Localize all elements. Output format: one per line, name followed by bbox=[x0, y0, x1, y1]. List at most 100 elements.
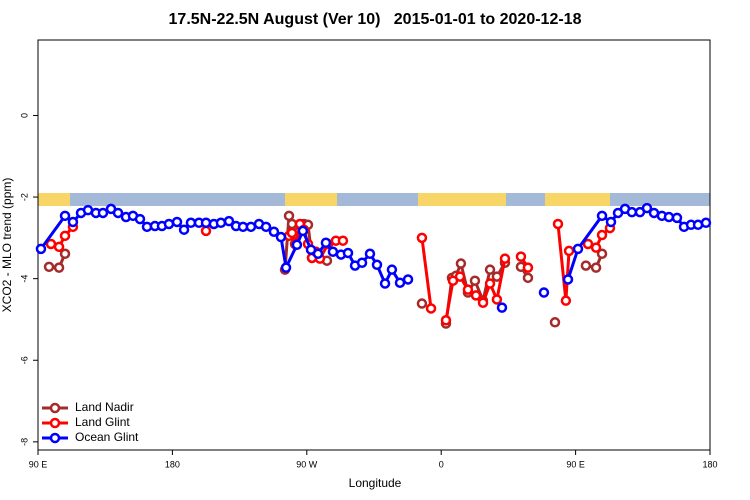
data-point bbox=[596, 229, 608, 241]
data-point bbox=[53, 262, 65, 273]
x-tick-label: 90 E bbox=[29, 459, 48, 469]
data-point bbox=[320, 237, 332, 249]
data-point bbox=[402, 274, 414, 285]
ocean-band bbox=[38, 193, 710, 206]
data-point bbox=[562, 274, 574, 285]
data-point bbox=[522, 262, 534, 273]
data-point bbox=[275, 231, 287, 243]
data-point bbox=[580, 260, 592, 271]
legend-label: Ocean Glint bbox=[75, 430, 139, 444]
data-point bbox=[327, 246, 339, 257]
x-tick-label: 180 bbox=[165, 459, 180, 469]
data-point bbox=[590, 242, 602, 253]
data-point bbox=[572, 243, 584, 255]
x-tick-label: 180 bbox=[702, 459, 717, 469]
data-point bbox=[386, 264, 398, 275]
land-band bbox=[285, 193, 337, 206]
data-point bbox=[291, 239, 303, 251]
legend-marker bbox=[49, 402, 61, 414]
data-point bbox=[582, 238, 594, 250]
data-point bbox=[499, 253, 511, 264]
data-point bbox=[280, 262, 292, 273]
data-point bbox=[671, 212, 683, 224]
data-point bbox=[59, 230, 71, 242]
data-point bbox=[163, 218, 175, 230]
data-point bbox=[416, 298, 428, 309]
data-point bbox=[185, 217, 197, 229]
y-tick-label: -8 bbox=[19, 438, 29, 446]
data-point bbox=[522, 272, 534, 284]
land-band bbox=[38, 193, 70, 206]
data-point bbox=[371, 259, 383, 271]
chart-title: 17.5N-22.5N August (Ver 10) 2015-01-01 t… bbox=[169, 11, 582, 28]
data-point bbox=[260, 221, 272, 233]
data-point bbox=[496, 302, 508, 313]
data-point bbox=[97, 207, 109, 219]
data-point bbox=[356, 257, 368, 268]
data-point bbox=[477, 297, 489, 308]
x-tick-label: 0 bbox=[439, 459, 444, 469]
y-tick-label: 0 bbox=[19, 113, 29, 118]
data-point bbox=[515, 251, 527, 262]
y-tick-label: -6 bbox=[19, 356, 29, 364]
data-point bbox=[283, 210, 295, 222]
data-point bbox=[491, 294, 503, 305]
data-point bbox=[484, 278, 496, 289]
map-strip bbox=[38, 193, 710, 206]
data-point bbox=[35, 243, 47, 255]
data-point bbox=[59, 248, 71, 260]
data-point bbox=[223, 215, 235, 227]
data-point bbox=[286, 227, 298, 239]
data-point bbox=[552, 218, 564, 230]
land-band bbox=[418, 193, 506, 206]
data-point bbox=[470, 290, 482, 301]
data-point bbox=[364, 248, 376, 260]
data-point bbox=[563, 245, 575, 257]
data-point bbox=[469, 275, 481, 286]
data-point bbox=[596, 210, 608, 222]
data-point bbox=[484, 264, 496, 275]
data-point bbox=[297, 225, 309, 237]
data-point bbox=[200, 225, 212, 237]
x-tick-label: 90 E bbox=[566, 459, 585, 469]
data-point bbox=[53, 241, 65, 253]
data-point bbox=[59, 210, 71, 222]
data-point bbox=[663, 211, 675, 223]
data-point bbox=[67, 216, 79, 228]
data-point bbox=[454, 271, 466, 282]
data-point bbox=[700, 217, 712, 229]
y-tick-label: -4 bbox=[19, 275, 29, 283]
data-point bbox=[560, 295, 572, 306]
data-point bbox=[312, 248, 324, 260]
data-point bbox=[337, 235, 349, 246]
y-tick-label: -2 bbox=[19, 193, 29, 201]
legend-marker bbox=[49, 432, 61, 444]
data-point bbox=[43, 261, 55, 273]
plot-frame bbox=[37, 39, 711, 451]
data-point bbox=[538, 287, 550, 298]
data-point bbox=[440, 315, 452, 326]
legend-marker bbox=[49, 417, 61, 429]
data-point bbox=[178, 224, 190, 235]
data-point bbox=[200, 217, 212, 229]
data-point bbox=[134, 213, 146, 225]
data-point bbox=[112, 207, 124, 219]
x-tick-label: 90 W bbox=[296, 459, 318, 469]
data-point bbox=[626, 206, 638, 218]
x-axis-label: Longitude bbox=[349, 476, 402, 490]
data-point bbox=[268, 226, 280, 237]
legend-label: Land Nadir bbox=[75, 400, 134, 414]
data-point bbox=[394, 277, 406, 288]
data-point bbox=[425, 303, 437, 314]
data-point bbox=[342, 247, 354, 259]
land-band bbox=[545, 193, 610, 206]
data-point bbox=[245, 221, 257, 233]
data-point bbox=[379, 278, 391, 289]
data-point bbox=[455, 258, 467, 269]
data-point bbox=[215, 217, 227, 229]
y-axis-label: XCO2 - MLO trend (ppm) bbox=[0, 178, 14, 313]
data-point bbox=[171, 216, 183, 228]
data-point bbox=[596, 248, 608, 260]
